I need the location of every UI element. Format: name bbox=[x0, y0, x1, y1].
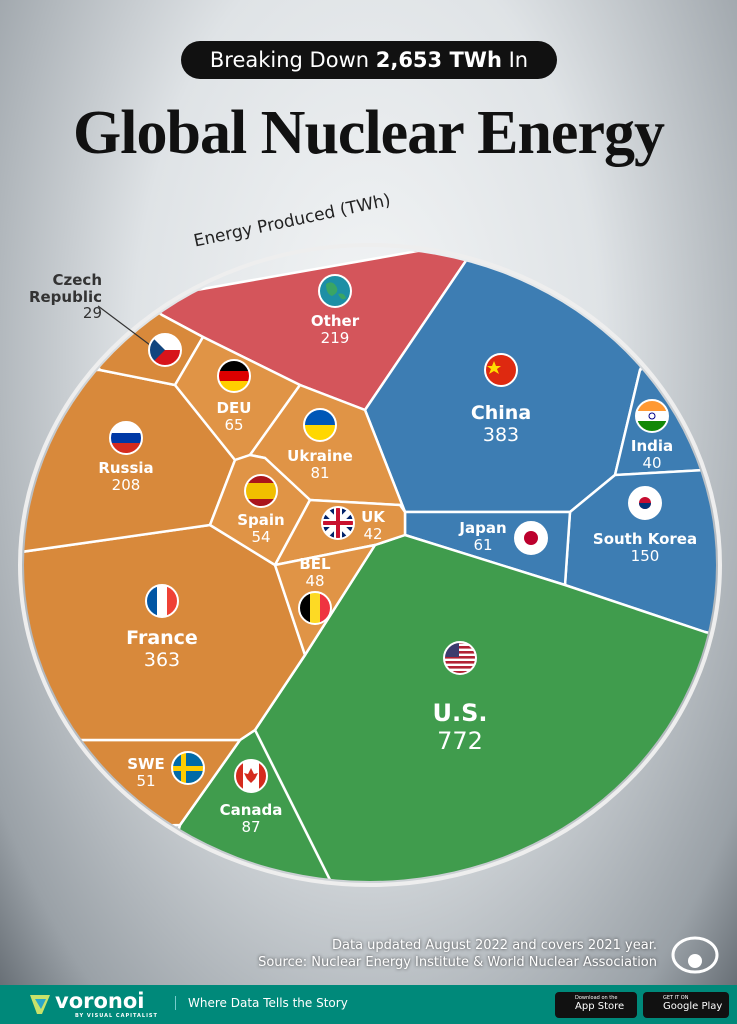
cn-flag-icon bbox=[484, 353, 518, 391]
label-canada: Canada 87 bbox=[219, 801, 283, 837]
brand-name: voronoi bbox=[55, 989, 145, 1013]
label-value: 40 bbox=[642, 454, 662, 473]
subtitle-pill: Breaking Down 2,653 TWh In bbox=[181, 41, 557, 79]
google-play-label: Google Play bbox=[663, 1001, 723, 1012]
label-czech-republic: Czech Republic 29 bbox=[20, 272, 102, 322]
subtitle-prefix: Breaking Down bbox=[209, 48, 376, 72]
label-india: India 40 bbox=[630, 437, 674, 473]
czech-leader-line bbox=[97, 305, 151, 346]
us-flag-icon bbox=[443, 641, 477, 679]
label-name: China bbox=[470, 402, 532, 424]
notes: Data updated August 2022 and covers 2021… bbox=[258, 938, 657, 972]
label-name: UK bbox=[361, 508, 385, 526]
ca-flag-icon bbox=[234, 759, 268, 797]
ua-flag-icon bbox=[303, 408, 337, 446]
footer: voronoi BY VISUAL CAPITALIST Where Data T… bbox=[0, 985, 737, 1024]
label-value: 65 bbox=[224, 416, 244, 435]
label-south-korea: South Korea 150 bbox=[592, 530, 698, 566]
tagline: Where Data Tells the Story bbox=[175, 996, 348, 1010]
source-note: Source: Nuclear Energy Institute & World… bbox=[258, 954, 657, 970]
jp-flag-icon bbox=[514, 521, 548, 559]
be-flag-icon bbox=[298, 591, 332, 629]
label-name: Canada bbox=[219, 801, 283, 819]
app-store-button[interactable]: Download on the App Store bbox=[555, 992, 637, 1018]
gb-flag-icon bbox=[321, 506, 355, 544]
ru-flag-icon bbox=[109, 421, 143, 459]
label-value: 363 bbox=[143, 648, 181, 671]
app-store-label: App Store bbox=[575, 1001, 625, 1012]
label-name: France bbox=[126, 627, 198, 649]
label-name: BEL bbox=[299, 555, 331, 573]
google-play-button[interactable]: GET IT ON Google Play bbox=[643, 992, 729, 1018]
label-value: 772 bbox=[437, 726, 483, 755]
page-title: Global Nuclear Energy bbox=[73, 99, 665, 167]
label-name: South Korea bbox=[592, 530, 698, 548]
label-name: Czech Republic bbox=[28, 271, 102, 306]
cz-flag-icon bbox=[148, 333, 182, 371]
label-china: China 383 bbox=[470, 402, 532, 447]
label-name: Ukraine bbox=[287, 447, 353, 465]
label-name: Russia bbox=[98, 459, 154, 477]
label-value: 61 bbox=[473, 536, 493, 555]
label-name: U.S. bbox=[432, 699, 488, 727]
in-flag-icon bbox=[635, 399, 669, 437]
app-store-small: Download on the bbox=[575, 995, 618, 1001]
label-swe: SWE 51 bbox=[127, 755, 165, 791]
label-name: DEU bbox=[216, 399, 252, 417]
chart-outline bbox=[18, 243, 722, 887]
brand-sub: BY VISUAL CAPITALIST bbox=[75, 1013, 158, 1019]
label-value: 42 bbox=[363, 525, 383, 544]
label-value: 48 bbox=[305, 572, 325, 591]
label-name: Spain bbox=[237, 511, 285, 529]
label-value: 219 bbox=[320, 329, 350, 348]
label-value: 29 bbox=[82, 304, 102, 322]
brand[interactable]: voronoi BY VISUAL CAPITALIST bbox=[55, 989, 158, 1019]
label-ukraine: Ukraine 81 bbox=[287, 447, 353, 483]
kr-flag-icon bbox=[628, 486, 662, 524]
de-flag-icon bbox=[217, 359, 251, 397]
google-play-small: GET IT ON bbox=[663, 995, 689, 1001]
label-uk: UK 42 bbox=[361, 508, 385, 544]
label-france: France 363 bbox=[126, 627, 198, 672]
label-u-s: U.S. 772 bbox=[432, 699, 488, 755]
label-name: India bbox=[630, 437, 674, 455]
label-value: 51 bbox=[136, 772, 156, 791]
label-deu: DEU 65 bbox=[216, 399, 252, 435]
globe-flag-icon bbox=[318, 274, 352, 312]
label-name: Japan bbox=[459, 519, 507, 537]
chart-brand-icon bbox=[671, 936, 719, 974]
label-value: 81 bbox=[310, 464, 330, 483]
voronoi-logo-icon bbox=[30, 995, 50, 1014]
label-spain: Spain 54 bbox=[237, 511, 285, 547]
label-japan: Japan 61 bbox=[459, 519, 507, 555]
label-value: 208 bbox=[111, 476, 141, 495]
label-value: 87 bbox=[241, 818, 261, 837]
data-updated-note: Data updated August 2022 and covers 2021… bbox=[332, 938, 657, 953]
label-russia: Russia 208 bbox=[98, 459, 154, 495]
subtitle-suffix: In bbox=[501, 48, 529, 72]
label-value: 54 bbox=[251, 528, 271, 547]
es-flag-icon bbox=[244, 474, 278, 512]
subtitle-total: 2,653 TWh bbox=[375, 48, 502, 72]
label-other: Other 219 bbox=[310, 312, 360, 348]
label-name: Other bbox=[310, 312, 360, 330]
label-bel: BEL 48 bbox=[299, 555, 331, 591]
se-flag-icon bbox=[171, 751, 205, 789]
fr-flag-icon bbox=[145, 584, 179, 622]
label-name: SWE bbox=[127, 755, 165, 773]
label-value: 150 bbox=[630, 547, 660, 566]
label-value: 383 bbox=[482, 423, 520, 446]
